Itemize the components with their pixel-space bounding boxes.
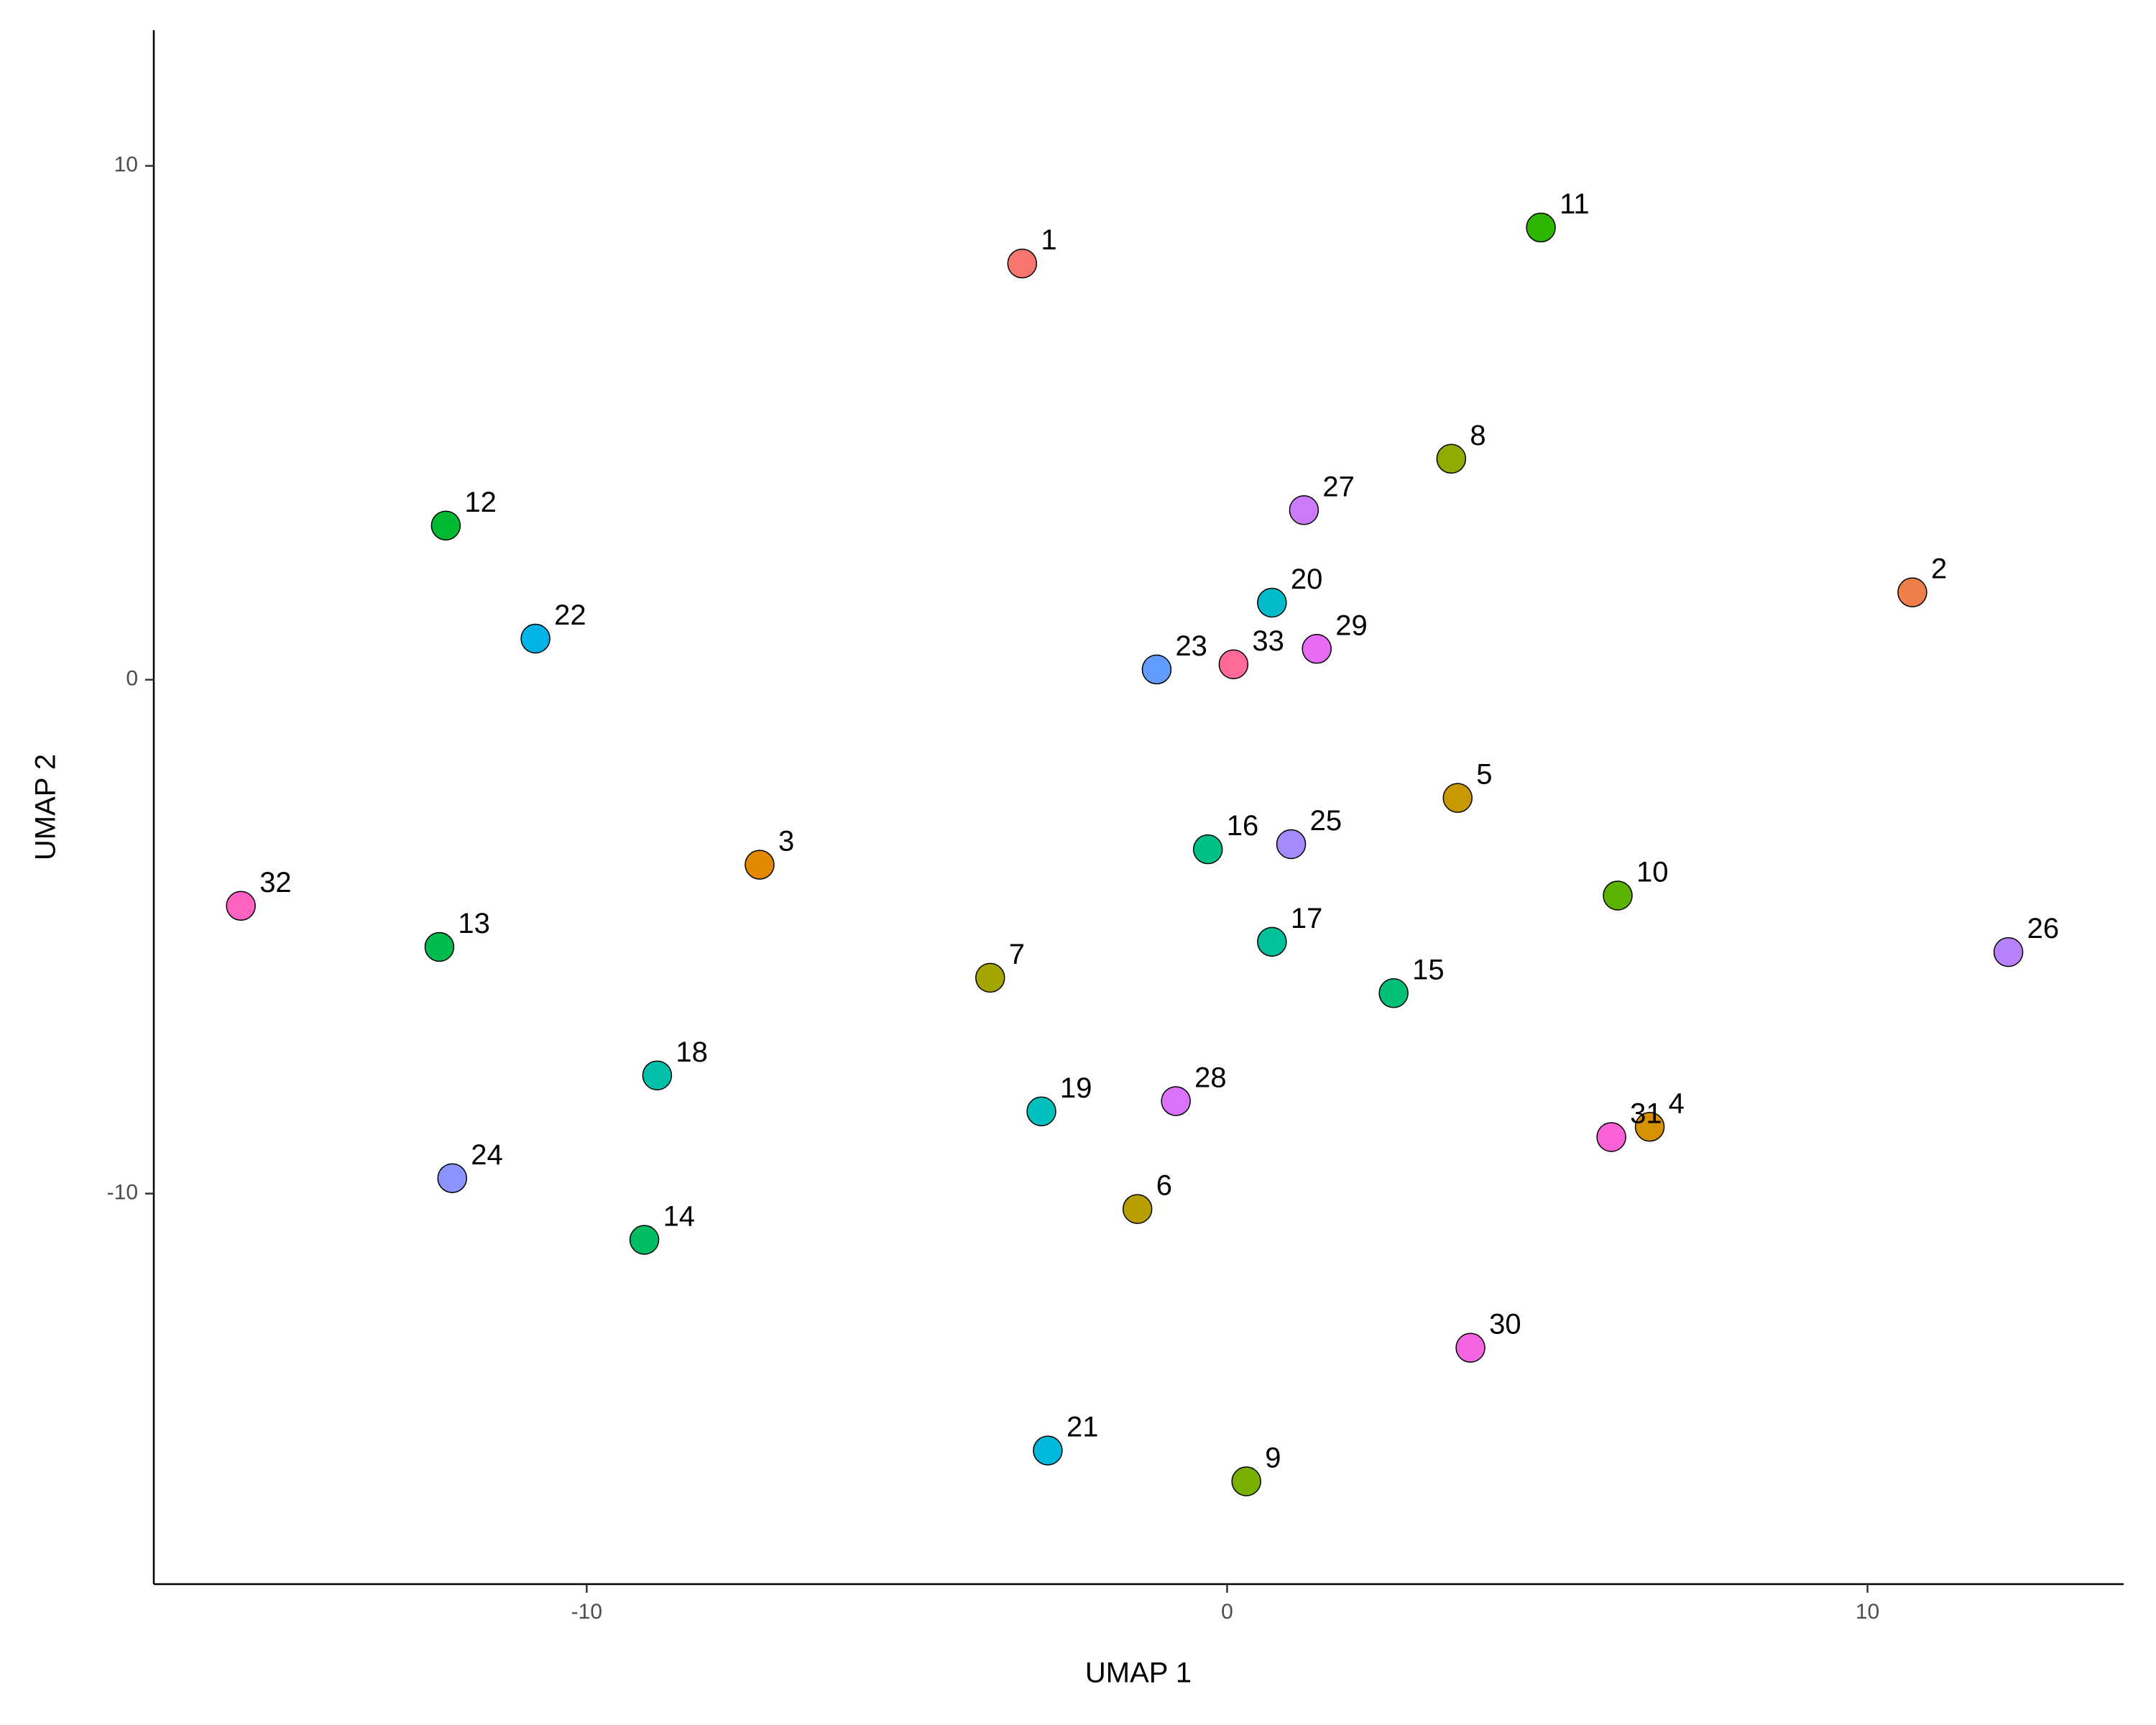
cluster-point <box>226 891 256 921</box>
cluster-label: 32 <box>259 867 292 898</box>
cluster-point <box>424 932 455 962</box>
cluster-point <box>1257 587 1287 618</box>
cluster-label: 4 <box>1669 1087 1685 1119</box>
cluster-point <box>1007 248 1038 279</box>
cluster-label: 9 <box>1265 1443 1281 1474</box>
cluster-label: 15 <box>1412 954 1445 985</box>
cluster-label: 29 <box>1335 610 1368 641</box>
cluster-label: 2 <box>1931 553 1947 585</box>
cluster-point <box>1192 834 1223 865</box>
cluster-point <box>520 623 550 654</box>
cluster-label: 7 <box>1009 939 1025 970</box>
cluster-point <box>1455 1333 1485 1363</box>
cluster-point <box>1218 649 1249 679</box>
cluster-point <box>1026 1096 1056 1126</box>
cluster-label: 8 <box>1470 420 1485 451</box>
cluster-point <box>1141 654 1172 685</box>
y-tick-label: -10 <box>107 1181 138 1205</box>
y-tick-label: 10 <box>114 153 138 177</box>
cluster-label: 6 <box>1156 1170 1172 1202</box>
cluster-point <box>1897 577 1927 607</box>
cluster-point <box>1122 1194 1153 1224</box>
cluster-label: 28 <box>1194 1062 1227 1094</box>
cluster-point <box>1603 880 1633 911</box>
cluster-label: 30 <box>1489 1309 1521 1340</box>
cluster-label: 5 <box>1476 759 1492 791</box>
cluster-point <box>1302 634 1332 664</box>
cluster-point <box>1442 783 1473 813</box>
cluster-point <box>1526 212 1556 243</box>
cluster-point <box>1161 1086 1191 1116</box>
y-axis-title: UMAP 2 <box>30 754 62 860</box>
cluster-label: 21 <box>1067 1412 1099 1443</box>
cluster-label: 13 <box>458 908 490 939</box>
x-tick-label: 0 <box>1221 1600 1233 1624</box>
cluster-label: 1 <box>1041 224 1056 256</box>
cluster-point <box>1378 978 1409 1008</box>
cluster-point <box>1033 1435 1063 1466</box>
cluster-label: 17 <box>1291 903 1323 934</box>
x-axis-title: UMAP 1 <box>1085 1657 1192 1689</box>
cluster-point <box>1257 926 1287 957</box>
cluster-label: 23 <box>1175 630 1207 662</box>
cluster-point <box>1289 495 1319 525</box>
cluster-label: 33 <box>1252 625 1284 657</box>
y-tick-label: 0 <box>126 667 138 691</box>
cluster-label: 11 <box>1560 188 1590 220</box>
x-tick-label: -10 <box>571 1600 602 1624</box>
cluster-label: 26 <box>2027 913 2060 944</box>
cluster-label: 25 <box>1310 805 1342 837</box>
cluster-point <box>430 510 461 540</box>
cluster-label: 16 <box>1227 810 1259 842</box>
cluster-label: 31 <box>1630 1098 1662 1130</box>
cluster-point <box>1276 829 1307 860</box>
cluster-label: 12 <box>464 487 497 518</box>
cluster-label: 14 <box>663 1201 696 1233</box>
cluster-point <box>629 1225 660 1255</box>
cluster-label: 19 <box>1060 1072 1092 1104</box>
cluster-label: 22 <box>554 599 586 631</box>
x-tick-label: 10 <box>1856 1600 1879 1624</box>
cluster-label: 27 <box>1322 471 1355 502</box>
cluster-point <box>642 1060 673 1090</box>
cluster-label: 3 <box>778 826 794 857</box>
cluster-point <box>975 962 1005 993</box>
cluster-label: 24 <box>471 1139 503 1171</box>
cluster-point <box>1596 1122 1626 1152</box>
cluster-point <box>745 850 775 880</box>
cluster-point <box>1231 1466 1261 1496</box>
cluster-point <box>1993 937 2024 967</box>
cluster-point <box>437 1163 467 1193</box>
cluster-point <box>1436 443 1467 474</box>
cluster-label: 20 <box>1291 564 1323 595</box>
cluster-point <box>1634 1111 1665 1142</box>
cluster-label: 10 <box>1636 857 1669 888</box>
cluster-label: 18 <box>676 1036 708 1068</box>
